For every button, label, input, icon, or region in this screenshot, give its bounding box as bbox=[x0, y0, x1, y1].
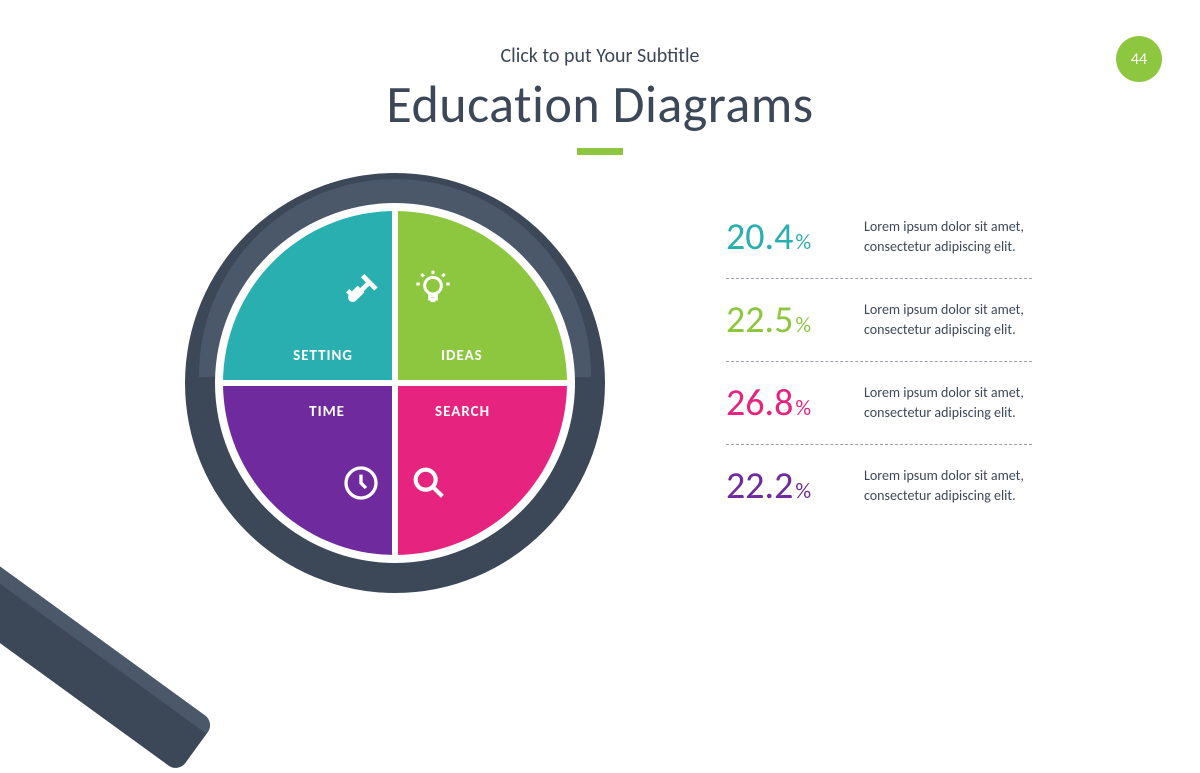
stats-column: 20.4 % Lorem ipsum dolor sit amet, conse… bbox=[726, 202, 1032, 525]
lightbulb-icon bbox=[413, 269, 453, 309]
quadrant-divider-horizontal bbox=[223, 380, 567, 386]
quadrant-label: SEARCH bbox=[435, 403, 490, 421]
stat-value: 26.8 bbox=[726, 380, 793, 426]
stat-value: 22.2 bbox=[726, 463, 793, 509]
stat-row: 26.8 % Lorem ipsum dolor sit amet, conse… bbox=[726, 368, 1032, 442]
title-accent-bar bbox=[577, 148, 623, 155]
stat-description: Lorem ipsum dolor sit amet, consectetur … bbox=[864, 383, 1024, 424]
stat-row: 20.4 % Lorem ipsum dolor sit amet, conse… bbox=[726, 202, 1032, 276]
stat-value-wrap: 20.4 % bbox=[726, 214, 836, 260]
stat-value-wrap: 22.2 % bbox=[726, 463, 836, 509]
stat-value-wrap: 22.5 % bbox=[726, 297, 836, 343]
stat-unit: % bbox=[795, 477, 811, 504]
quadrant-search: SEARCH bbox=[395, 383, 567, 555]
page-number-badge: 44 bbox=[1116, 36, 1162, 82]
stat-description: Lorem ipsum dolor sit amet, consectetur … bbox=[864, 300, 1024, 341]
quadrant-label: TIME bbox=[309, 403, 345, 421]
stat-row: 22.2 % Lorem ipsum dolor sit amet, conse… bbox=[726, 451, 1032, 525]
stat-divider bbox=[726, 361, 1032, 362]
quadrant-label: IDEAS bbox=[441, 347, 483, 365]
page-number: 44 bbox=[1131, 50, 1147, 69]
search-icon bbox=[409, 463, 449, 503]
stat-description: Lorem ipsum dolor sit amet, consectetur … bbox=[864, 466, 1024, 507]
stat-unit: % bbox=[795, 394, 811, 421]
header: Click to put Your Subtitle Education Dia… bbox=[0, 0, 1200, 155]
stat-divider bbox=[726, 278, 1032, 279]
stat-description: Lorem ipsum dolor sit amet, consectetur … bbox=[864, 217, 1024, 258]
stat-row: 22.5 % Lorem ipsum dolor sit amet, conse… bbox=[726, 285, 1032, 359]
clock-icon bbox=[341, 463, 381, 503]
stat-value-wrap: 26.8 % bbox=[726, 380, 836, 426]
quadrant-time: TIME bbox=[223, 383, 395, 555]
magnifying-glass-diagram: SETTING IDEAS bbox=[0, 170, 620, 690]
page-title: Education Diagrams bbox=[0, 72, 1200, 136]
quadrant-ideas: IDEAS bbox=[395, 211, 567, 383]
stat-unit: % bbox=[795, 228, 811, 255]
quadrant-label: SETTING bbox=[293, 347, 353, 365]
stat-value: 22.5 bbox=[726, 297, 793, 343]
stat-divider bbox=[726, 444, 1032, 445]
stat-value: 20.4 bbox=[726, 214, 793, 260]
subtitle: Click to put Your Subtitle bbox=[0, 44, 1200, 68]
magnifier-lens: SETTING IDEAS bbox=[215, 203, 575, 563]
magnifier-frame: SETTING IDEAS bbox=[185, 173, 605, 593]
magnifier-handle bbox=[0, 558, 215, 773]
quadrant-chart: SETTING IDEAS bbox=[223, 211, 567, 555]
stat-unit: % bbox=[795, 311, 811, 338]
quadrant-setting: SETTING bbox=[223, 211, 395, 383]
tools-icon bbox=[341, 269, 381, 309]
